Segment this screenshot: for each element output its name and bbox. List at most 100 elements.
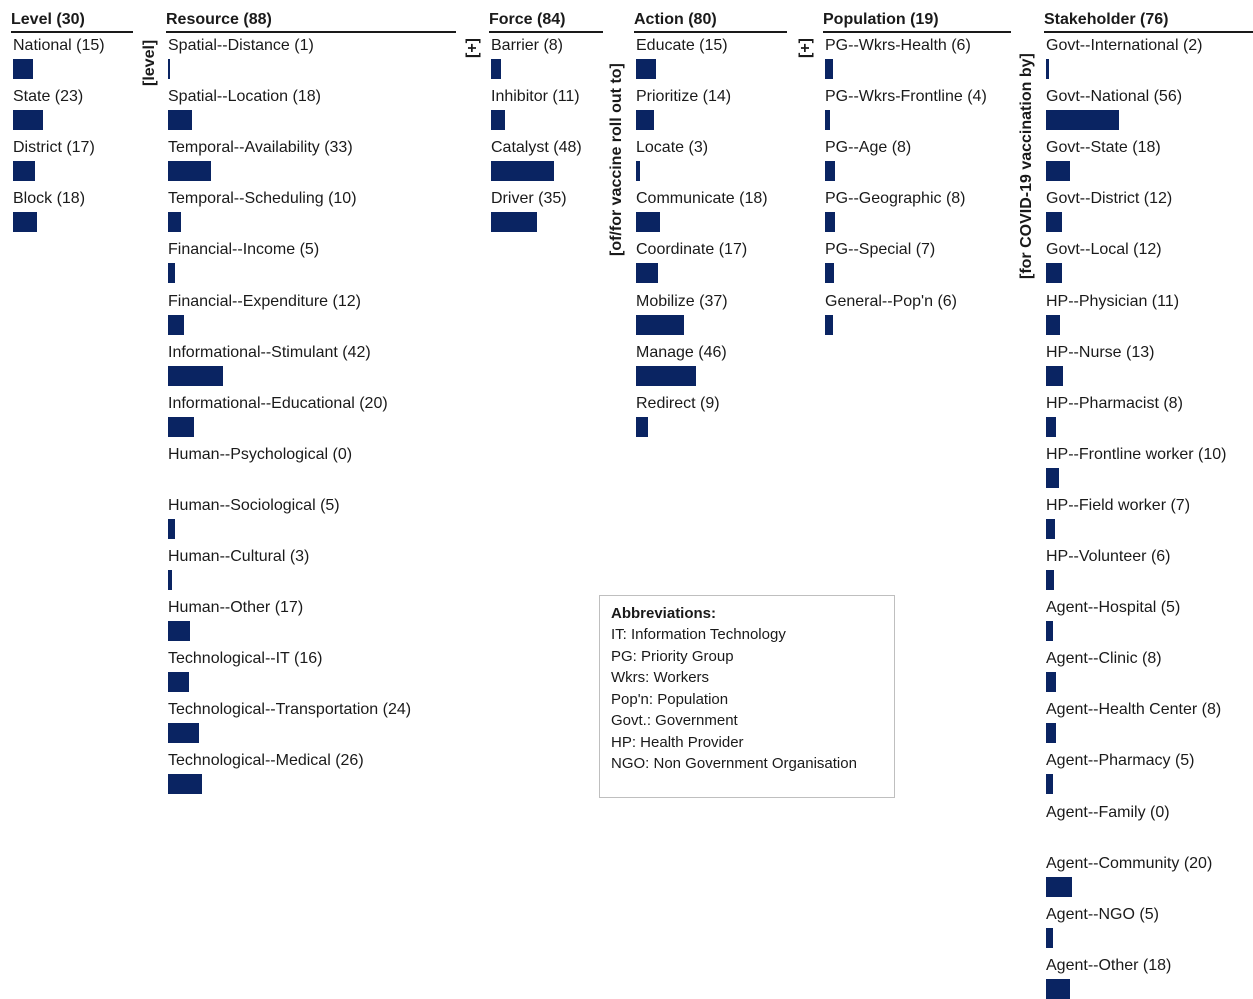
item-label: General--Pop'n (6) bbox=[825, 292, 957, 310]
column-header-resource: Resource (88) bbox=[166, 11, 272, 28]
item-label: Coordinate (17) bbox=[636, 241, 748, 259]
item-label: Manage (46) bbox=[636, 343, 727, 361]
item-bar bbox=[168, 59, 170, 79]
item-label: Agent--NGO (5) bbox=[1046, 905, 1159, 923]
item-bar bbox=[636, 365, 697, 386]
item-label: Catalyst (48) bbox=[491, 139, 582, 157]
item-bar bbox=[1046, 570, 1054, 590]
item-label: Block (18) bbox=[13, 190, 86, 208]
item-bar bbox=[491, 59, 502, 79]
item-bar bbox=[825, 110, 831, 131]
item-label: Locate (3) bbox=[636, 139, 709, 157]
item-label: Human--Sociological (5) bbox=[168, 496, 340, 514]
item-bar bbox=[1046, 314, 1061, 335]
item-label: Agent--Clinic (8) bbox=[1046, 650, 1162, 668]
item-bar bbox=[636, 263, 659, 284]
item-label: Govt--Local (12) bbox=[1046, 241, 1162, 259]
item-bar bbox=[636, 416, 648, 437]
abbreviation-wkrs: Wkrs: Workers bbox=[611, 669, 710, 686]
item-bar bbox=[1046, 59, 1049, 79]
item-bar bbox=[1046, 161, 1070, 182]
item-label: Spatial--Location (18) bbox=[168, 88, 321, 106]
item-bar bbox=[636, 212, 660, 233]
item-bar bbox=[1046, 672, 1057, 693]
item-bar bbox=[13, 59, 33, 79]
item-bar bbox=[1046, 876, 1073, 897]
item-bar bbox=[825, 314, 833, 335]
abbreviation-it: IT: Information Technology bbox=[611, 626, 786, 643]
item-label: PG--Wkrs-Frontline (4) bbox=[825, 88, 987, 106]
column-rule-stakeholder bbox=[1044, 31, 1253, 33]
item-bar bbox=[825, 59, 833, 79]
item-bar bbox=[168, 263, 175, 284]
item-bar bbox=[1046, 467, 1060, 488]
item-bar bbox=[825, 161, 836, 182]
column-rule-level bbox=[11, 31, 133, 33]
item-label: Inhibitor (11) bbox=[491, 88, 580, 106]
item-label: HP--Volunteer (6) bbox=[1046, 548, 1171, 565]
connector-vaccine-rollout: [of/for vaccine roll out to] bbox=[608, 63, 625, 256]
item-bar bbox=[1046, 774, 1053, 795]
item-bar bbox=[13, 212, 37, 233]
item-bar bbox=[168, 161, 212, 182]
item-label: Financial--Expenditure (12) bbox=[168, 292, 361, 310]
item-label: Human--Other (17) bbox=[168, 599, 304, 617]
item-label: Agent--Other (18) bbox=[1046, 956, 1172, 974]
item-label: PG--Special (7) bbox=[825, 241, 936, 259]
connector-plus-2: [+] bbox=[797, 38, 814, 58]
column-header-population: Population (19) bbox=[823, 11, 939, 28]
item-label: PG--Geographic (8) bbox=[825, 190, 966, 208]
item-label: HP--Nurse (13) bbox=[1046, 343, 1155, 361]
item-label: Agent--Hospital (5) bbox=[1046, 599, 1181, 617]
item-bar bbox=[168, 518, 175, 539]
item-label: Financial--Income (5) bbox=[168, 241, 320, 259]
item-bar bbox=[168, 621, 191, 642]
item-bar bbox=[168, 723, 200, 744]
item-label: Temporal--Availability (33) bbox=[168, 139, 353, 157]
item-bar bbox=[13, 161, 36, 182]
abbreviations-box: Abbreviations: IT: Information Technolog… bbox=[599, 595, 895, 798]
connector-level: [level] bbox=[141, 39, 158, 86]
item-label: HP--Pharmacist (8) bbox=[1046, 394, 1183, 412]
item-bar bbox=[1046, 621, 1053, 642]
item-label: Prioritize (14) bbox=[636, 88, 732, 106]
item-bar bbox=[1046, 416, 1057, 437]
column-rule-force bbox=[489, 31, 603, 33]
item-label: PG--Wkrs-Health (6) bbox=[825, 37, 971, 54]
item-label: Spatial--Distance (1) bbox=[168, 37, 314, 54]
column-header-force: Force (84) bbox=[489, 11, 566, 28]
item-label: Mobilize (37) bbox=[636, 292, 728, 310]
item-label: Informational--Stimulant (42) bbox=[168, 343, 371, 361]
item-bar bbox=[825, 212, 836, 233]
item-bar bbox=[1046, 978, 1070, 999]
abbreviation-ngo: NGO: Non Government Organisation bbox=[611, 755, 857, 772]
item-label: Redirect (9) bbox=[636, 394, 720, 412]
item-bar bbox=[491, 161, 554, 182]
item-bar bbox=[636, 59, 656, 79]
connector-plus-1: [+] bbox=[464, 38, 481, 58]
column-header-level: Level (30) bbox=[11, 11, 85, 28]
item-label: PG--Age (8) bbox=[825, 139, 912, 157]
item-bar bbox=[168, 672, 189, 693]
item-bar bbox=[1046, 518, 1056, 539]
item-bar bbox=[636, 110, 655, 131]
item-label: Temporal--Scheduling (10) bbox=[168, 190, 357, 208]
item-bar bbox=[168, 570, 172, 590]
item-label: Govt--District (12) bbox=[1046, 190, 1173, 208]
item-bar bbox=[1046, 263, 1062, 284]
item-label: Communicate (18) bbox=[636, 190, 768, 208]
item-label: HP--Field worker (7) bbox=[1046, 496, 1191, 514]
column-header-stakeholder: Stakeholder (76) bbox=[1044, 11, 1169, 28]
item-label: Govt--National (56) bbox=[1046, 88, 1183, 106]
column-rule-action bbox=[634, 31, 787, 33]
item-label: Govt--State (18) bbox=[1046, 139, 1161, 157]
item-bar bbox=[1046, 723, 1057, 744]
item-label: Human--Cultural (3) bbox=[168, 548, 310, 565]
item-label: Agent--Health Center (8) bbox=[1046, 701, 1222, 719]
item-bar bbox=[1046, 110, 1120, 131]
item-label: Govt--International (2) bbox=[1046, 37, 1203, 54]
item-label: Agent--Pharmacy (5) bbox=[1046, 752, 1195, 770]
item-label: Driver (35) bbox=[491, 190, 567, 208]
item-bar bbox=[636, 314, 685, 335]
item-bar bbox=[825, 263, 835, 284]
